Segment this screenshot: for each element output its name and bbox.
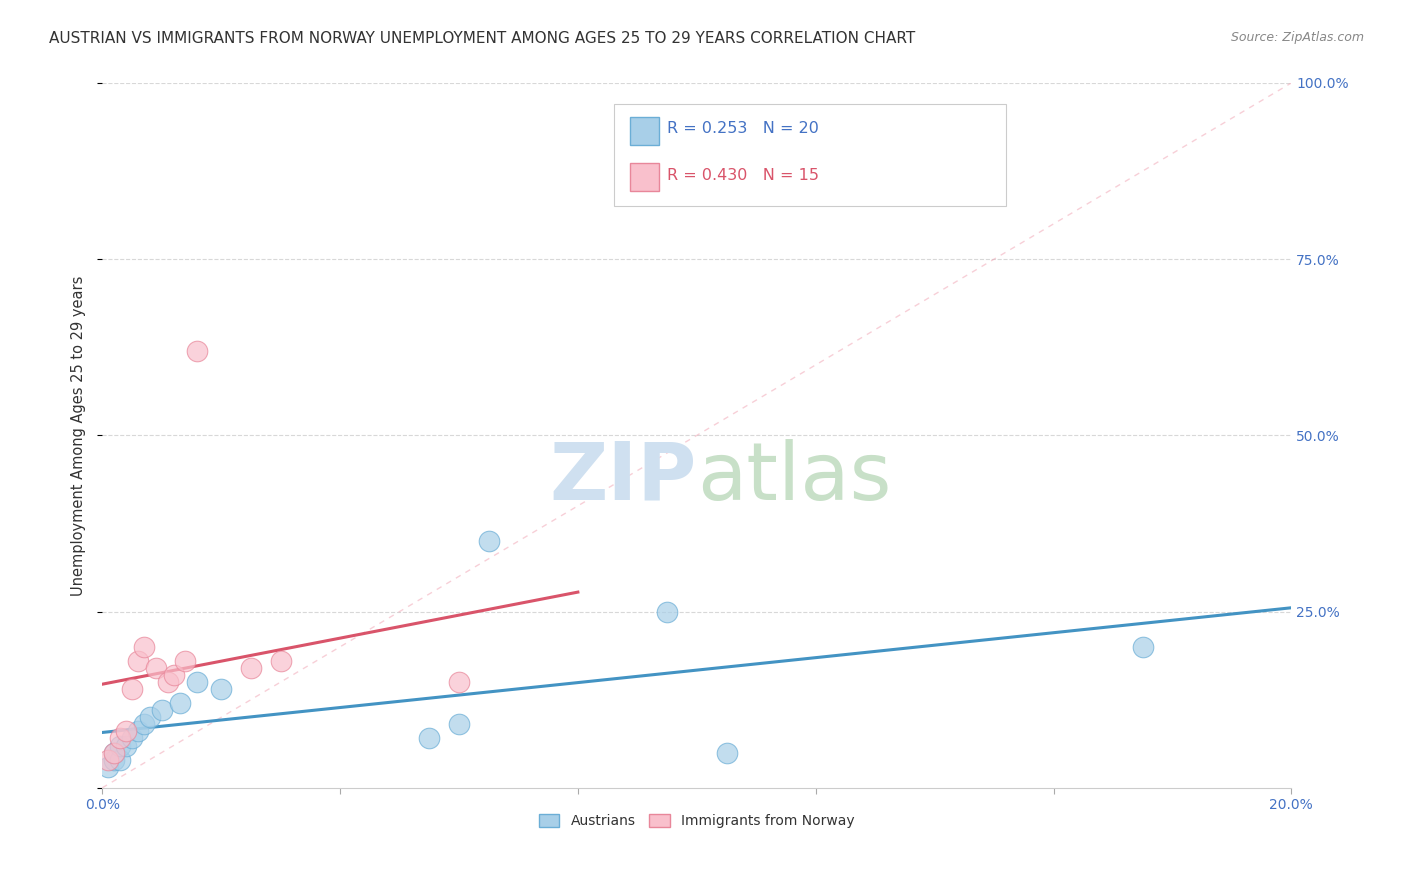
Point xyxy=(103,753,125,767)
Point xyxy=(108,753,131,767)
Point xyxy=(115,739,138,753)
FancyBboxPatch shape xyxy=(630,117,659,145)
Point xyxy=(121,731,143,746)
Point xyxy=(132,640,155,654)
Point xyxy=(655,605,678,619)
Point xyxy=(127,724,149,739)
Point xyxy=(132,717,155,731)
Text: R = 0.430   N = 15: R = 0.430 N = 15 xyxy=(666,168,820,183)
Y-axis label: Unemployment Among Ages 25 to 29 years: Unemployment Among Ages 25 to 29 years xyxy=(72,276,86,596)
Point xyxy=(174,654,197,668)
Text: atlas: atlas xyxy=(697,439,891,516)
Point xyxy=(139,710,162,724)
Point xyxy=(169,696,191,710)
Point xyxy=(108,731,131,746)
Point xyxy=(186,675,208,690)
Point xyxy=(108,739,131,753)
Point xyxy=(127,654,149,668)
Point xyxy=(162,668,184,682)
Text: AUSTRIAN VS IMMIGRANTS FROM NORWAY UNEMPLOYMENT AMONG AGES 25 TO 29 YEARS CORREL: AUSTRIAN VS IMMIGRANTS FROM NORWAY UNEMP… xyxy=(49,31,915,46)
Text: Source: ZipAtlas.com: Source: ZipAtlas.com xyxy=(1230,31,1364,45)
Point xyxy=(121,682,143,697)
Point xyxy=(186,343,208,358)
Point xyxy=(103,746,125,760)
Point xyxy=(97,760,120,774)
Legend: Austrians, Immigrants from Norway: Austrians, Immigrants from Norway xyxy=(533,809,860,834)
Point xyxy=(478,534,501,549)
Point xyxy=(209,682,232,697)
Point xyxy=(447,717,470,731)
FancyBboxPatch shape xyxy=(630,163,659,192)
Point xyxy=(150,703,173,717)
Point xyxy=(447,675,470,690)
Point xyxy=(239,661,262,675)
Point xyxy=(270,654,292,668)
Point xyxy=(115,724,138,739)
FancyBboxPatch shape xyxy=(613,104,1005,206)
Point xyxy=(716,746,738,760)
Text: R = 0.253   N = 20: R = 0.253 N = 20 xyxy=(666,121,818,136)
Text: ZIP: ZIP xyxy=(550,439,697,516)
Point xyxy=(156,675,179,690)
Point xyxy=(145,661,167,675)
Point xyxy=(103,746,125,760)
Point xyxy=(1132,640,1154,654)
Point xyxy=(97,753,120,767)
Point xyxy=(418,731,440,746)
